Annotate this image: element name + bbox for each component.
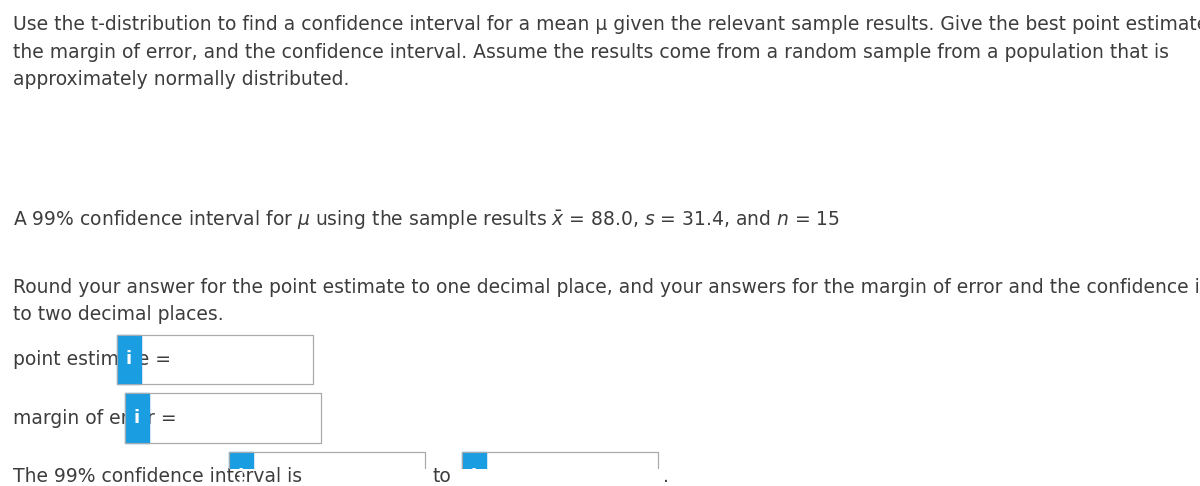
Text: i: i xyxy=(133,409,139,427)
Text: i: i xyxy=(470,468,476,486)
FancyBboxPatch shape xyxy=(125,394,149,443)
Text: margin of error =: margin of error = xyxy=(12,409,182,428)
FancyBboxPatch shape xyxy=(116,335,142,384)
Text: A 99% confidence interval for $\mu$ using the sample results $\bar{x}$ = 88.0, $: A 99% confidence interval for $\mu$ usin… xyxy=(12,208,840,230)
Text: to: to xyxy=(432,467,451,486)
FancyBboxPatch shape xyxy=(462,452,486,486)
FancyBboxPatch shape xyxy=(253,452,426,486)
Text: i: i xyxy=(126,350,132,368)
Text: Round your answer for the point estimate to one decimal place, and your answers : Round your answer for the point estimate… xyxy=(12,278,1200,324)
FancyBboxPatch shape xyxy=(149,394,322,443)
FancyBboxPatch shape xyxy=(486,452,659,486)
Text: point estimate =: point estimate = xyxy=(12,350,176,369)
Text: Use the t-distribution to find a confidence interval for a mean μ given the rele: Use the t-distribution to find a confide… xyxy=(12,16,1200,89)
FancyBboxPatch shape xyxy=(229,452,253,486)
Text: .: . xyxy=(662,467,668,486)
FancyBboxPatch shape xyxy=(142,335,313,384)
Text: The 99% confidence interval is: The 99% confidence interval is xyxy=(12,467,301,486)
Text: i: i xyxy=(238,468,244,486)
